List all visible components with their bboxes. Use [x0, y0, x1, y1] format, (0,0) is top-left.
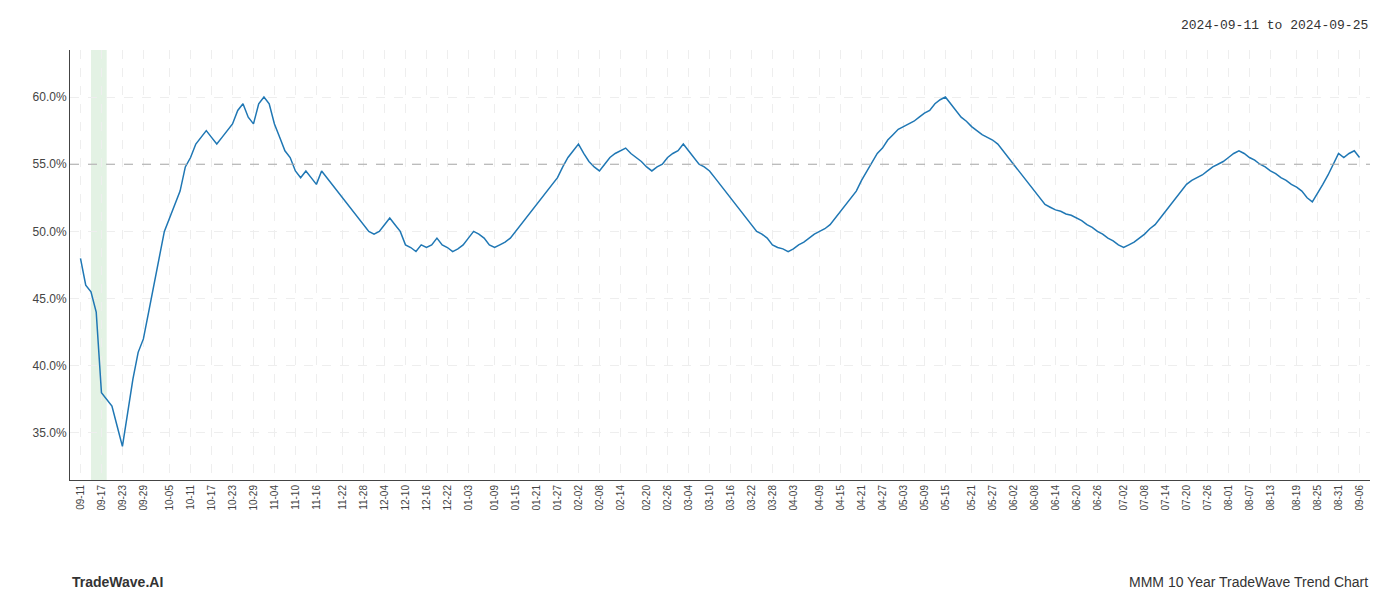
- svg-text:09-17: 09-17: [96, 485, 107, 511]
- svg-text:05-09: 05-09: [919, 485, 930, 511]
- svg-text:04-03: 04-03: [788, 485, 799, 511]
- svg-text:60.0%: 60.0%: [33, 90, 67, 104]
- svg-text:12-16: 12-16: [421, 485, 432, 511]
- svg-text:08-25: 08-25: [1312, 485, 1323, 511]
- svg-text:55.0%: 55.0%: [33, 157, 67, 171]
- svg-text:40.0%: 40.0%: [33, 359, 67, 373]
- svg-text:02-14: 02-14: [615, 485, 626, 511]
- svg-text:TradeWave.AI: TradeWave.AI: [72, 574, 163, 590]
- svg-text:11-04: 11-04: [269, 485, 280, 510]
- svg-text:07-26: 07-26: [1202, 485, 1213, 511]
- svg-text:MMM 10 Year TradeWave Trend Ch: MMM 10 Year TradeWave Trend Chart: [1129, 574, 1368, 590]
- svg-text:02-26: 02-26: [662, 485, 673, 511]
- svg-text:04-09: 04-09: [814, 485, 825, 511]
- svg-text:06-08: 06-08: [1029, 485, 1040, 511]
- svg-text:10-17: 10-17: [206, 485, 217, 511]
- svg-text:06-20: 06-20: [1071, 485, 1082, 511]
- svg-text:01-27: 01-27: [552, 485, 563, 511]
- svg-text:04-27: 04-27: [877, 485, 888, 511]
- svg-text:10-23: 10-23: [227, 485, 238, 511]
- svg-text:08-07: 08-07: [1244, 485, 1255, 511]
- svg-text:09-06: 09-06: [1354, 485, 1365, 511]
- svg-text:12-22: 12-22: [442, 485, 453, 511]
- svg-text:09-23: 09-23: [117, 485, 128, 511]
- svg-text:08-01: 08-01: [1223, 485, 1234, 511]
- svg-text:10-29: 10-29: [248, 485, 259, 511]
- svg-text:11-16: 11-16: [311, 485, 322, 510]
- svg-text:05-27: 05-27: [987, 485, 998, 511]
- svg-text:05-21: 05-21: [966, 485, 977, 511]
- svg-text:08-13: 08-13: [1265, 485, 1276, 511]
- svg-text:04-15: 04-15: [835, 485, 846, 511]
- svg-text:03-28: 03-28: [767, 485, 778, 511]
- svg-text:02-02: 02-02: [573, 485, 584, 511]
- svg-text:11-28: 11-28: [358, 485, 369, 510]
- svg-text:11-22: 11-22: [337, 485, 348, 510]
- svg-text:05-15: 05-15: [940, 485, 951, 511]
- svg-text:05-03: 05-03: [898, 485, 909, 511]
- svg-text:09-29: 09-29: [138, 485, 149, 511]
- svg-text:04-21: 04-21: [856, 485, 867, 511]
- svg-text:2024-09-11 to 2024-09-25: 2024-09-11 to 2024-09-25: [1181, 18, 1368, 33]
- svg-text:10-11: 10-11: [185, 485, 196, 510]
- svg-text:06-26: 06-26: [1092, 485, 1103, 511]
- svg-text:08-31: 08-31: [1333, 485, 1344, 511]
- svg-text:12-04: 12-04: [379, 485, 390, 511]
- svg-text:12-10: 12-10: [400, 485, 411, 511]
- svg-text:35.0%: 35.0%: [33, 426, 67, 440]
- svg-text:10-05: 10-05: [164, 485, 175, 511]
- svg-text:02-20: 02-20: [641, 485, 652, 511]
- svg-text:07-02: 07-02: [1118, 485, 1129, 511]
- svg-text:02-08: 02-08: [594, 485, 605, 511]
- svg-text:50.0%: 50.0%: [33, 225, 67, 239]
- svg-text:01-03: 01-03: [463, 485, 474, 511]
- svg-text:03-04: 03-04: [683, 485, 694, 511]
- svg-text:06-02: 06-02: [1008, 485, 1019, 511]
- svg-text:07-08: 07-08: [1139, 485, 1150, 511]
- svg-text:08-19: 08-19: [1291, 485, 1302, 511]
- svg-text:11-10: 11-10: [290, 485, 301, 510]
- svg-text:03-10: 03-10: [704, 485, 715, 511]
- svg-text:01-09: 01-09: [489, 485, 500, 511]
- svg-text:03-16: 03-16: [725, 485, 736, 511]
- svg-text:01-15: 01-15: [510, 485, 521, 511]
- svg-text:45.0%: 45.0%: [33, 292, 67, 306]
- svg-text:06-14: 06-14: [1050, 485, 1061, 511]
- svg-text:03-22: 03-22: [746, 485, 757, 511]
- svg-text:01-21: 01-21: [531, 485, 542, 511]
- svg-text:07-20: 07-20: [1181, 485, 1192, 511]
- svg-text:07-14: 07-14: [1160, 485, 1171, 511]
- svg-text:09-11: 09-11: [75, 485, 86, 510]
